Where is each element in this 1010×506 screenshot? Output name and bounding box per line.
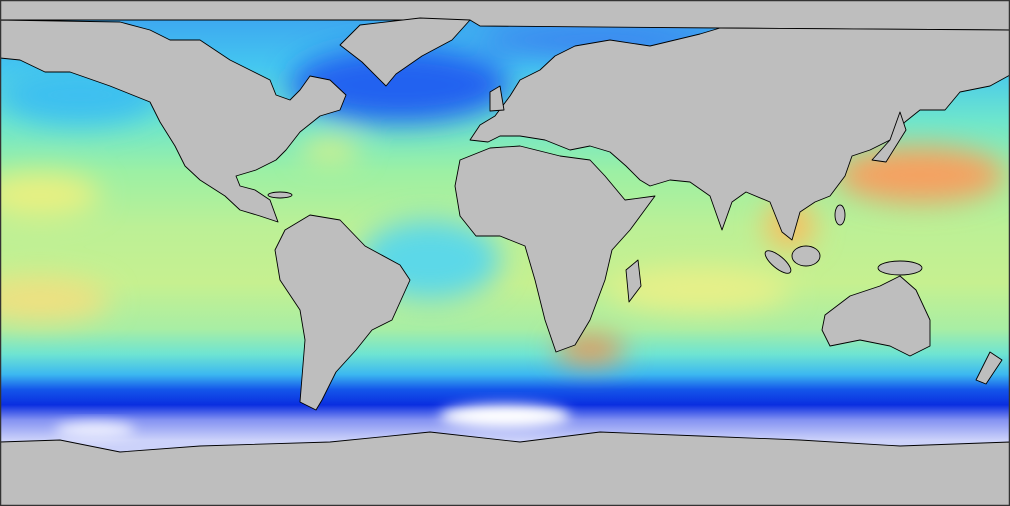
north-america xyxy=(0,19,347,223)
philippines xyxy=(834,204,846,226)
madagascar xyxy=(625,259,642,303)
british-isles xyxy=(489,85,505,112)
australia xyxy=(821,275,931,357)
ocean-patches xyxy=(0,22,1005,364)
japan xyxy=(871,111,907,163)
arctic xyxy=(0,0,1010,31)
sumatra xyxy=(764,250,792,274)
ice-patch xyxy=(55,422,135,438)
cuba xyxy=(267,191,293,199)
ice-patch xyxy=(440,404,570,428)
africa xyxy=(454,145,656,353)
greenland xyxy=(339,17,471,87)
new-zealand xyxy=(975,351,1003,385)
south-america xyxy=(274,214,411,411)
new-guinea xyxy=(877,260,923,276)
antarctica xyxy=(0,431,1010,506)
borneo xyxy=(791,245,821,267)
eurasia xyxy=(469,27,1010,241)
